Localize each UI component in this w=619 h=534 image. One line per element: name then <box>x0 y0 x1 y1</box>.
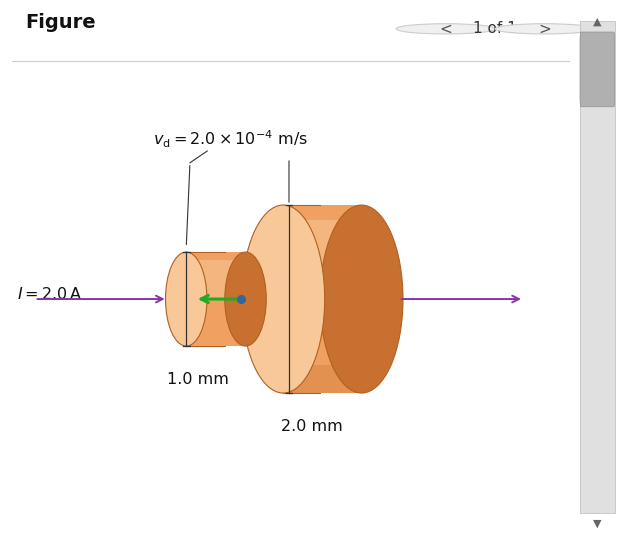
Text: $I = 2.0\,\mathrm{A}$: $I = 2.0\,\mathrm{A}$ <box>17 286 82 302</box>
Text: 1 of 1: 1 of 1 <box>474 21 517 36</box>
Text: ▼: ▼ <box>593 519 602 528</box>
Bar <box>186 252 246 346</box>
Ellipse shape <box>165 252 207 346</box>
Text: 1.0 mm: 1.0 mm <box>167 372 228 387</box>
Bar <box>284 205 361 393</box>
Circle shape <box>396 23 495 34</box>
Text: $v_\mathrm{d} = 2.0 \times 10^{-4}\ \mathrm{m/s}$: $v_\mathrm{d} = 2.0 \times 10^{-4}\ \mat… <box>153 129 308 150</box>
FancyBboxPatch shape <box>580 32 615 107</box>
Text: 2.0 mm: 2.0 mm <box>281 419 343 434</box>
Ellipse shape <box>225 252 266 346</box>
Bar <box>580 21 615 513</box>
Text: >: > <box>539 21 551 36</box>
Ellipse shape <box>320 205 403 393</box>
Text: <: < <box>439 21 452 36</box>
Text: ▲: ▲ <box>593 17 602 26</box>
Ellipse shape <box>242 205 325 393</box>
Bar <box>284 365 361 393</box>
Circle shape <box>495 23 594 34</box>
Bar <box>284 220 361 299</box>
Text: Figure: Figure <box>25 13 95 32</box>
Bar <box>186 260 246 299</box>
